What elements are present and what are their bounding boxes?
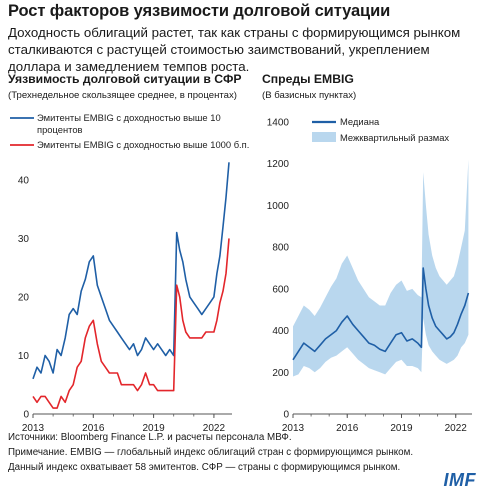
y-tick-label: 40 bbox=[18, 175, 30, 186]
legend-label-blue-line1: Эмитенты EMBIG с доходностью выше 10 bbox=[37, 112, 221, 123]
footer-source: Источники: Bloomberg Finance L.P. и расч… bbox=[8, 432, 292, 443]
x-tick-label: 2022 bbox=[203, 423, 226, 434]
x-tick-label: 2016 bbox=[336, 423, 359, 434]
series-line bbox=[32, 162, 230, 380]
y-tick-label: 0 bbox=[283, 410, 289, 421]
y-tick-label: 1000 bbox=[267, 201, 290, 212]
y-tick-label: 20 bbox=[18, 292, 30, 303]
y-tick-label: 1200 bbox=[267, 159, 290, 170]
right-chart-subtitle: (В базисных пунктах) bbox=[262, 90, 357, 101]
legend-label-median: Медиана bbox=[340, 116, 380, 127]
x-tick-label: 2019 bbox=[142, 423, 165, 434]
y-tick-label: 400 bbox=[272, 326, 289, 337]
x-tick-label: 2013 bbox=[22, 423, 45, 434]
x-tick-label: 2019 bbox=[390, 423, 413, 434]
series-line bbox=[32, 238, 230, 409]
x-tick-label: 2022 bbox=[445, 423, 468, 434]
x-tick-label: 2013 bbox=[282, 423, 305, 434]
footer-note-2: Данный индекс охватывает 58 эмитентов. С… bbox=[8, 462, 401, 473]
legend-label-red: Эмитенты EMBIG с доходностью выше 1000 б… bbox=[37, 139, 249, 150]
right-chart-title: Спреды EMBIG bbox=[262, 72, 354, 86]
imf-logo: IMF bbox=[443, 470, 476, 490]
footer-note-1: Примечание. EMBIG — глобальный индекс об… bbox=[8, 447, 414, 458]
left-chart-title: Уязвимость долговой ситуации в СФР bbox=[8, 72, 242, 86]
series-line bbox=[292, 267, 470, 361]
y-tick-label: 30 bbox=[18, 234, 30, 245]
page-title: Рост факторов уязвимости долговой ситуац… bbox=[8, 2, 391, 20]
iqr-band bbox=[293, 159, 469, 377]
legend-swatch-iqr bbox=[312, 132, 336, 142]
x-tick-label: 2016 bbox=[82, 423, 105, 434]
legend-label-blue-line2: процентов bbox=[37, 124, 83, 135]
legend-label-iqr: Межквартильный размах bbox=[340, 132, 449, 143]
y-tick-label: 10 bbox=[18, 351, 30, 362]
y-tick-label: 1400 bbox=[267, 118, 290, 129]
y-tick-label: 200 bbox=[272, 368, 289, 379]
page-subtitle: Доходность облигаций растет, так как стр… bbox=[8, 25, 461, 74]
y-tick-label: 800 bbox=[272, 243, 289, 254]
left-chart-subtitle: (Трехнедельное скользящее среднее, в про… bbox=[8, 90, 237, 101]
y-tick-label: 600 bbox=[272, 284, 289, 295]
y-tick-label: 0 bbox=[23, 410, 29, 421]
